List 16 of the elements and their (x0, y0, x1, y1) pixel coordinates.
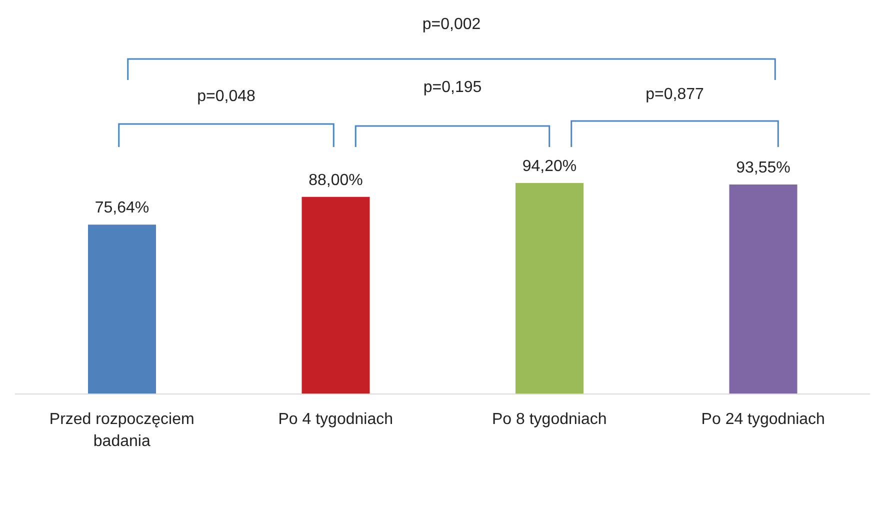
text: p=0,048 (197, 88, 256, 106)
bar (729, 184, 798, 394)
bar (516, 183, 584, 394)
x-tick-label: Po 24 tygodniach (701, 411, 825, 428)
text: p=0,002 (422, 16, 481, 34)
data-label: 94,20% (522, 158, 577, 175)
bar (302, 196, 370, 394)
x-tick-label: Po 8 tygodniach (492, 411, 607, 428)
bar (88, 224, 156, 394)
text: p=0,877 (646, 86, 704, 104)
data-label: 88,00% (308, 172, 363, 189)
x-tick-label: Po 4 tygodniach (278, 411, 393, 428)
text: p=0,195 (423, 79, 482, 96)
data-label: 75,64% (94, 200, 150, 217)
data-label: 93,55% (736, 159, 790, 176)
x-tick-label: Przed rozpoczęciem badania (49, 411, 194, 450)
